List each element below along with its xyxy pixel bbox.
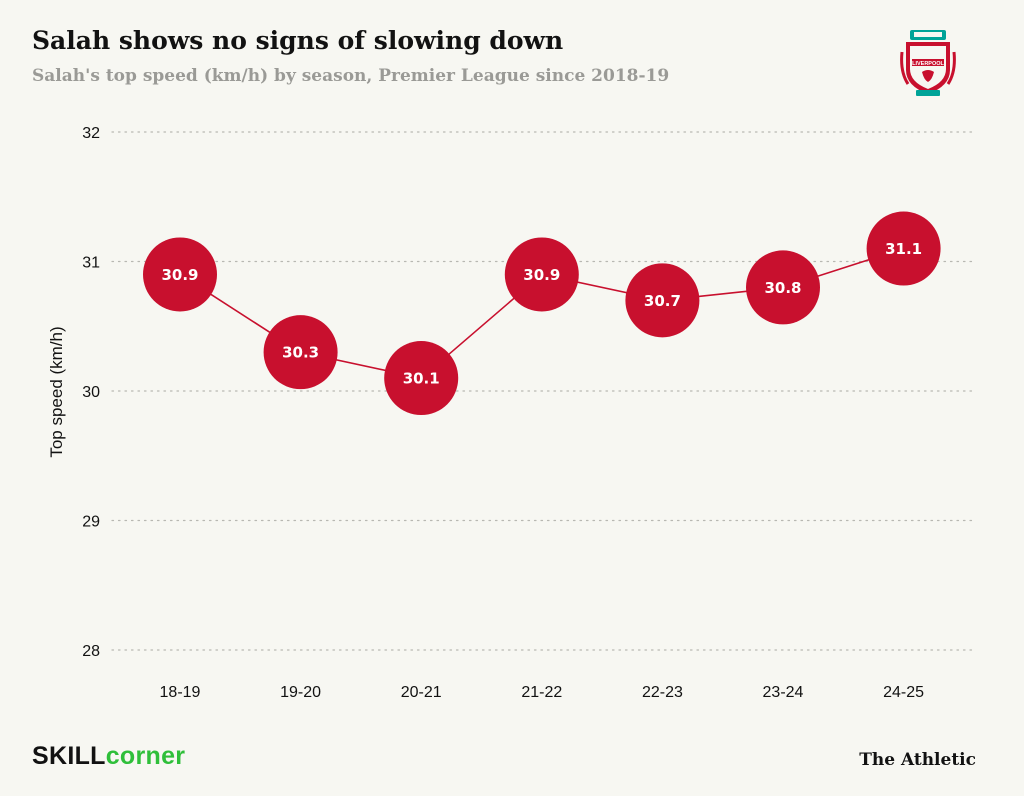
data-point-5: [746, 250, 820, 325]
y-tick-label-4: 32: [82, 125, 100, 142]
x-tick-label-5: 23-24: [763, 684, 804, 701]
data-markers: [143, 211, 941, 416]
data-label-4: 30.7: [644, 292, 681, 310]
x-tick-label-1: 19-20: [280, 684, 321, 701]
y-tick-label-2: 30: [82, 384, 100, 401]
liverpool-crest-icon: LIVERPOOL: [900, 30, 956, 96]
chart-subtitle: Salah's top speed (km/h) by season, Prem…: [32, 66, 670, 86]
crest-text: LIVERPOOL: [912, 61, 944, 67]
data-point-2: [384, 341, 459, 416]
y-tick-label-0: 28: [82, 643, 100, 660]
data-point-0: [143, 237, 217, 312]
data-point-1: [263, 315, 338, 390]
data-label-2: 30.1: [403, 370, 440, 388]
y-tick-label-3: 31: [82, 255, 100, 272]
data-point-6: [866, 211, 941, 286]
x-tick-label-4: 22-23: [642, 684, 683, 701]
publisher-logo: The Athletic: [859, 750, 976, 770]
data-label-1: 30.3: [282, 344, 319, 362]
x-tick-label-2: 20-21: [401, 684, 442, 701]
data-label-6: 31.1: [885, 240, 922, 258]
skillcorner-logo: SKILLcorner: [32, 742, 185, 771]
y-axis-label: Top speed (km/h): [47, 326, 66, 457]
x-tick-label-0: 18-19: [160, 684, 201, 701]
data-label-0: 30.9: [161, 266, 198, 284]
y-tick-labels: 28 29 30 31 32: [82, 125, 100, 660]
data-labels: 30.9 30.3 30.1 30.9 30.7 30.8 31.1: [161, 240, 922, 387]
x-tick-label-6: 24-25: [883, 684, 924, 701]
data-point-4: [625, 263, 700, 338]
x-tick-label-3: 21-22: [521, 684, 562, 701]
grid-lines: [111, 131, 976, 651]
data-point-3: [504, 237, 579, 312]
data-label-5: 30.8: [764, 279, 801, 297]
data-label-3: 30.9: [523, 266, 560, 284]
x-tick-labels: 18-19 19-20 20-21 21-22 22-23 23-24 24-25: [160, 684, 925, 701]
logo-prefix: SKILL: [32, 742, 106, 770]
y-tick-label-1: 29: [82, 514, 100, 531]
logo-suffix: corner: [105, 742, 186, 770]
chart-title: Salah shows no signs of slowing down: [32, 26, 564, 55]
